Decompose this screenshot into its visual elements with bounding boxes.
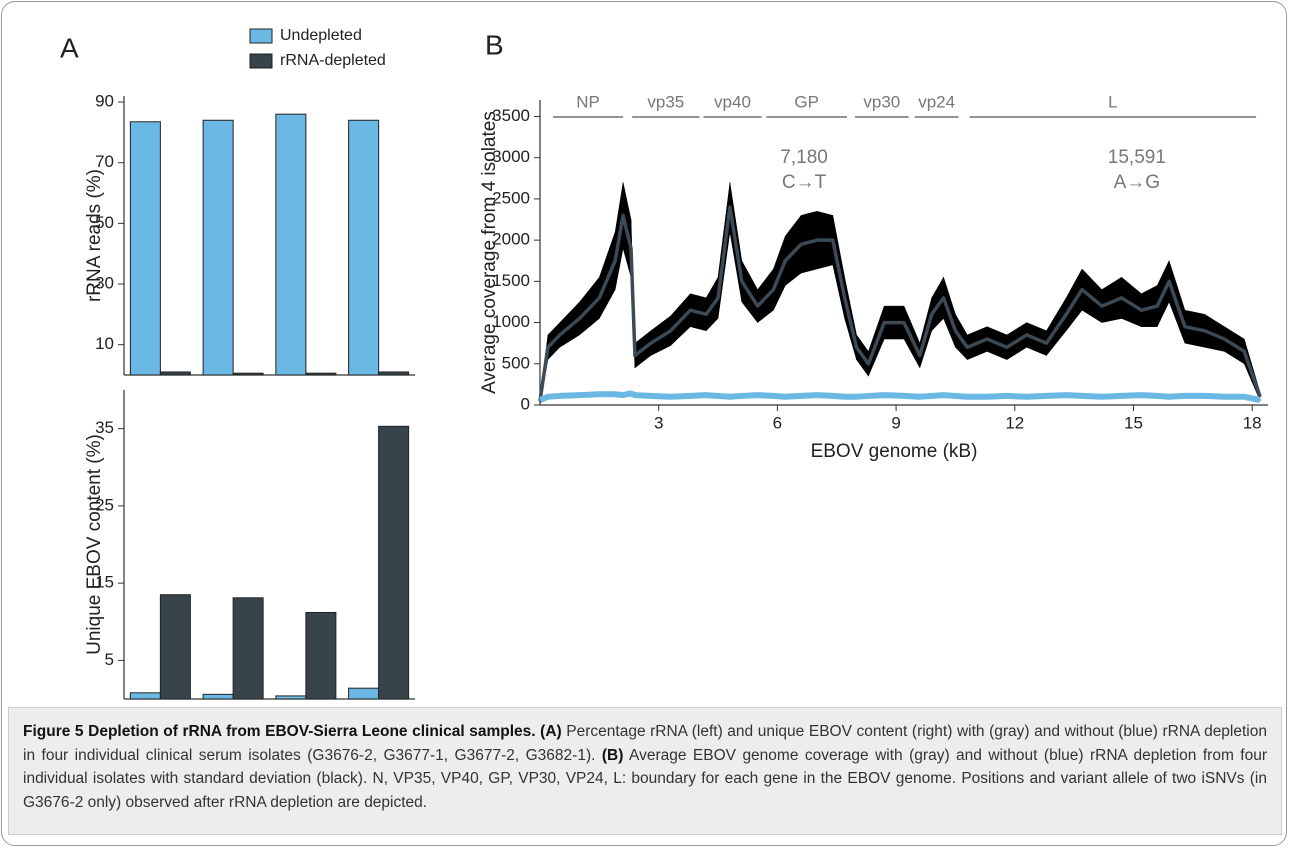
y-tick-label: 3000 — [492, 147, 530, 166]
gene-label: NP — [576, 92, 600, 111]
gene-label: vp35 — [647, 92, 684, 111]
panel-label: B — [485, 29, 504, 60]
y-tick-label: 500 — [502, 353, 530, 372]
y-tick-label: 70 — [95, 152, 114, 171]
gene-label: vp30 — [863, 92, 900, 111]
caption-text: Percentage rRNA (left) and unique EBOV c… — [23, 723, 1267, 764]
bar — [159, 371, 191, 376]
y-tick-label: 5 — [105, 650, 114, 669]
x-tick-label: 18 — [1243, 413, 1262, 432]
y-tick-label: 15 — [95, 573, 114, 592]
y-tick-label: 35 — [95, 418, 114, 437]
x-tick-label: 3 — [654, 413, 663, 432]
variant-position: 15,591 — [1108, 147, 1166, 168]
x-axis-label: EBOV genome (kB) — [811, 441, 978, 462]
bar — [348, 687, 380, 700]
gene-label: vp24 — [918, 92, 955, 111]
gene-label: L — [1108, 92, 1117, 111]
y-tick-label: 25 — [95, 495, 114, 514]
coverage-line — [538, 390, 1261, 403]
bar — [348, 119, 380, 376]
y-axis-label: Average coverage from 4 isolates — [479, 111, 500, 394]
y-tick-label: 90 — [95, 92, 114, 111]
y-tick-label: 30 — [95, 274, 114, 293]
bar — [378, 371, 410, 376]
y-tick-label: 50 — [95, 213, 114, 232]
x-tick-label: 9 — [891, 413, 900, 432]
bar — [129, 121, 161, 376]
y-tick-label: 1500 — [492, 271, 530, 290]
legend-swatch — [249, 28, 273, 44]
bar — [202, 693, 234, 700]
y-tick-label: 2000 — [492, 230, 530, 249]
variant-allele: A→G — [1114, 172, 1160, 193]
gene-label: GP — [794, 92, 819, 111]
y-tick-label: 10 — [95, 334, 114, 353]
caption-text: (A) — [540, 723, 562, 740]
bar — [305, 611, 337, 700]
bar — [275, 113, 307, 376]
y-tick-label: 0 — [521, 394, 530, 413]
caption-text: Figure 5 Depletion of rRNA from EBOV-Sie… — [23, 723, 536, 740]
coverage-line — [538, 205, 1262, 402]
y-tick-label: 3500 — [492, 106, 530, 125]
legend-label: Undepleted — [280, 27, 362, 44]
panel-label: A — [60, 32, 79, 63]
caption-text: (B) — [601, 746, 624, 764]
bar — [202, 119, 234, 376]
bar — [159, 594, 191, 700]
bar — [232, 597, 264, 700]
y-tick-label: 2500 — [492, 188, 530, 207]
x-tick-label: 15 — [1124, 413, 1143, 432]
legend-label: rRNA-depleted — [280, 52, 386, 69]
gene-label: vp40 — [714, 92, 751, 111]
variant-position: 7,180 — [780, 147, 828, 168]
caption-text: Average EBOV genome coverage with (gray)… — [23, 746, 1268, 811]
bar — [378, 425, 410, 700]
y-tick-label: 1000 — [492, 312, 530, 331]
caption: Figure 5 Depletion of rRNA from EBOV-Sie… — [8, 707, 1282, 835]
y-axis-label: Unique EBOV content (%) — [84, 434, 105, 655]
x-tick-label: 6 — [773, 413, 782, 432]
bar — [129, 692, 161, 700]
variant-allele: C→T — [782, 172, 827, 193]
x-tick-label: 12 — [1005, 413, 1024, 432]
legend-swatch — [249, 53, 273, 69]
y-axis-label: rRNA reads (%) — [84, 169, 105, 302]
bar — [232, 372, 264, 376]
bar — [275, 695, 307, 700]
bar — [305, 372, 337, 376]
